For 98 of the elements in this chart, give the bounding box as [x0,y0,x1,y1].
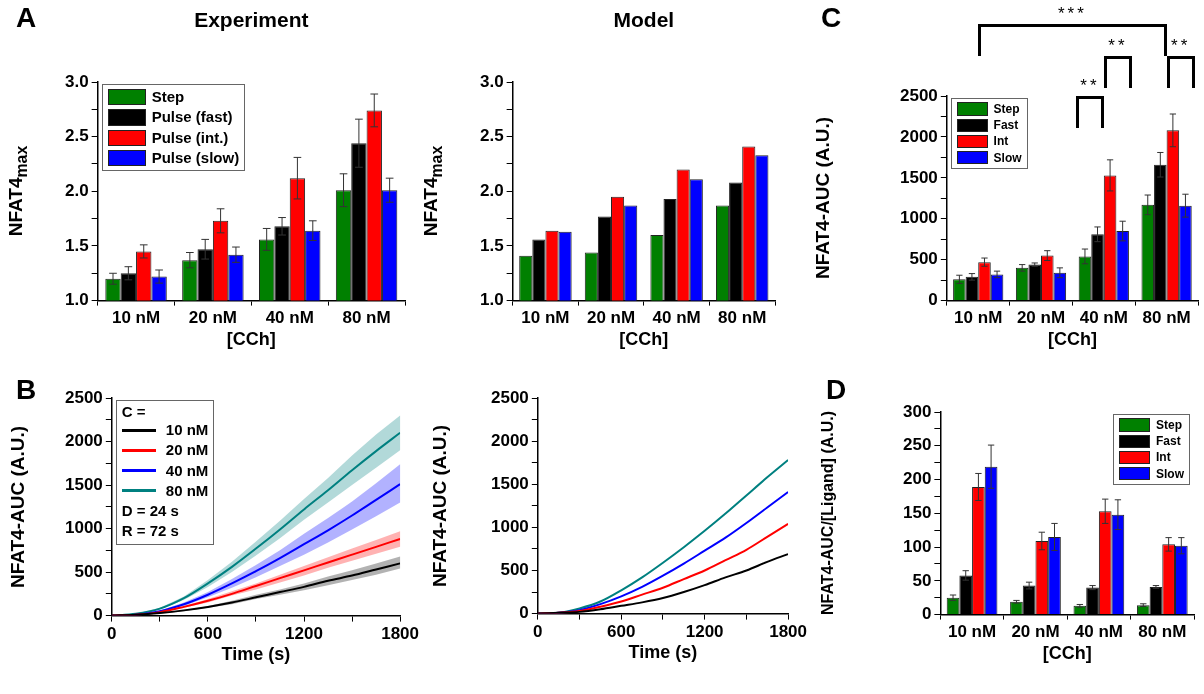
x-tick-label: 40 nM [652,308,701,328]
y-tick-label: 0 [93,605,103,625]
legend-label: Step [1155,417,1182,434]
x-tick-label: 1200 [285,624,323,644]
annotation: R = 72 s [121,521,180,542]
legend-label: Fast [1155,433,1181,450]
y-tick-label: 3.0 [479,71,504,91]
x-axis-title: Time (s) [221,643,291,665]
y-axis-title: NFAT4-AUC (A.U.) [7,425,29,588]
y-tick-label: 1000 [64,518,103,538]
x-axis-title: [CCh] [1042,642,1092,664]
x-axis-title: [CCh] [1047,328,1097,350]
x-tick-label: 20 nM [1016,308,1066,328]
text: ** [1080,76,1100,96]
text: B [16,374,37,406]
x-tick-label: 1200 [685,622,724,642]
text: ** [1108,36,1128,56]
y-tick-label: 0 [921,604,932,624]
text: C [821,2,842,34]
y-tick-label: 0 [519,603,529,623]
y-tick-label: 1000 [899,208,938,228]
x-tick-label: 40 nM [1079,308,1128,328]
x-tick-label: 20 nM [188,308,237,328]
y-tick-label: 250 [902,435,932,455]
legend-label: Slow [1155,465,1184,482]
x-tick-label: 10 nM [954,308,1003,328]
legend-label: Fast [993,117,1019,134]
y-tick-label: 50 [912,570,932,590]
legend-label: 80 nM [165,480,209,501]
x-tick-label: 80 nM [718,308,767,328]
text: D [826,374,847,406]
chart-title: Model [613,8,675,32]
y-tick-label: 500 [74,561,103,581]
x-axis-title: Time (s) [628,641,698,663]
y-tick-label: 2.0 [64,180,89,200]
x-tick-label: 0 [533,622,543,642]
y-tick-label: 100 [902,536,932,556]
legend-label: Step [993,101,1020,118]
text: A [16,2,37,34]
x-tick-label: 10 nM [111,308,161,328]
annotation: D = 24 s [121,501,180,521]
y-tick-label: 500 [909,249,938,269]
chart-title: Experiment [194,8,309,32]
legend-label: Slow [993,149,1022,166]
legend-label: 10 nM [165,420,209,440]
x-axis-title: [CCh] [619,328,669,350]
legend-label: 20 nM [165,440,209,461]
y-tick-label: 150 [902,502,932,522]
legend-label: Pulse (slow) [151,147,240,168]
y-tick-label: 1.0 [64,290,89,310]
y-tick-label: 0 [928,290,938,310]
y-tick-label: 1.5 [64,235,89,255]
y-tick-label: 1.0 [479,290,504,310]
x-tick-label: 600 [193,624,223,644]
x-tick-label: 1800 [769,622,807,642]
legend-label: Int [1155,449,1171,466]
x-tick-label: 10 nM [521,308,570,328]
y-tick-label: 2500 [899,85,938,105]
x-tick-label: 20 nM [586,308,636,328]
x-tick-label: 80 nM [1138,622,1187,642]
y-tick-label: 500 [500,560,529,580]
legend-label: Pulse (int.) [151,127,229,148]
text: *** [1057,4,1087,24]
y-tick-label: 1.5 [479,235,504,255]
legend-label: Int [993,133,1009,150]
legend-label: Pulse (fast) [151,107,233,128]
legend-label: 40 nM [165,460,209,481]
text: ** [1171,36,1191,56]
x-tick-label: 20 nM [1011,622,1060,642]
y-tick-label: 1500 [899,167,938,187]
y-tick-label: 2.5 [479,126,504,146]
y-tick-label: 2000 [490,430,529,450]
x-tick-label: 0 [107,624,117,644]
y-axis-title: NFAT4-AUC/[Ligand] (A.U.) [819,411,837,616]
y-tick-label: 3.0 [64,71,89,91]
y-tick-label: 2000 [899,126,938,146]
legend-title: C = [121,403,147,420]
x-tick-label: 40 nM [1074,622,1123,642]
y-tick-label: 2.5 [64,126,89,146]
y-axis-title: NFAT4-AUC (A.U.) [429,424,451,587]
x-tick-label: 10 nM [947,622,997,642]
y-tick-label: 1000 [490,517,529,537]
legend-label: Step [151,87,185,107]
y-tick-label: 1500 [490,473,529,493]
y-tick-label: 2500 [64,387,103,407]
x-tick-label: 40 nM [265,308,314,328]
y-tick-label: 2.0 [479,180,504,200]
x-tick-label: 80 nM [342,308,391,328]
y-axis-title: NFAT4-AUC (A.U.) [812,117,834,280]
y-tick-label: 2500 [490,387,529,407]
x-tick-label: 600 [607,622,636,642]
y-tick-label: 1500 [64,474,103,494]
x-tick-label: 1800 [381,624,419,644]
x-tick-label: 80 nM [1142,308,1191,328]
y-tick-label: 200 [902,469,932,489]
y-tick-label: 300 [902,401,932,421]
x-axis-title: [CCh] [226,328,276,350]
y-tick-label: 2000 [64,431,103,451]
